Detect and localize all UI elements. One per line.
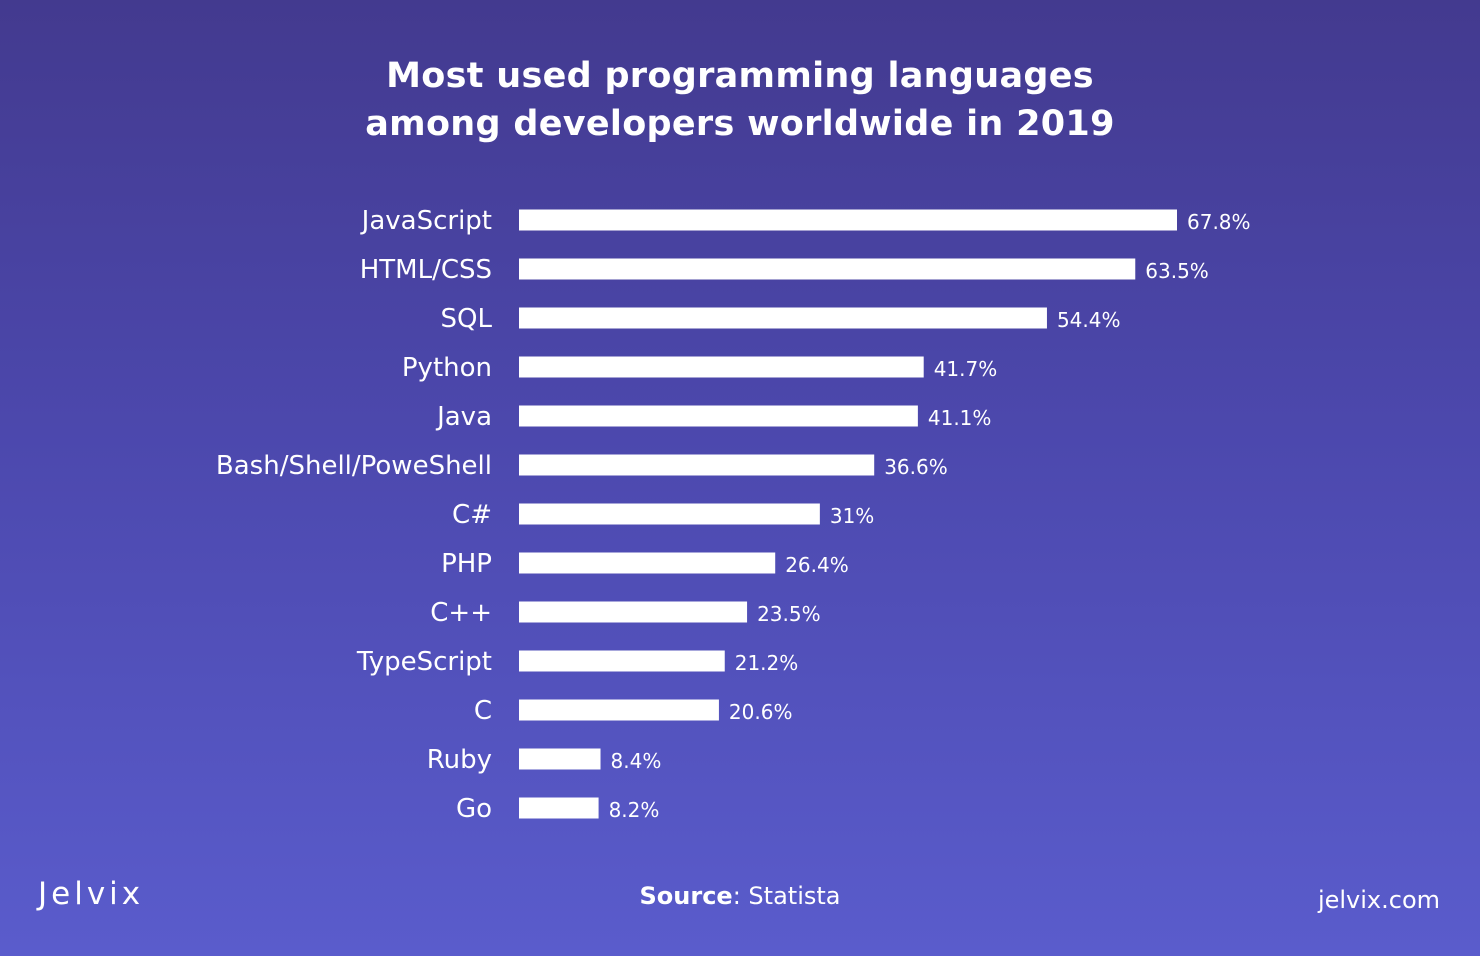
value-label: 20.6% [729, 700, 793, 724]
bar [519, 748, 601, 770]
bar-chart: JavaScript 67.8% HTML/CSS 63.5% SQL 54.4% Pyth… [0, 0, 1480, 860]
bar [519, 503, 820, 525]
category-label: HTML/CSS [360, 255, 492, 285]
category-label: C [474, 696, 492, 726]
source-value: Statista [740, 882, 841, 910]
bar [519, 699, 719, 721]
category-label: TypeScript [356, 647, 492, 677]
bar [519, 601, 748, 623]
value-label: 41.7% [934, 357, 998, 381]
bar [519, 356, 924, 378]
value-label: 67.8% [1187, 210, 1251, 234]
category-label: PHP [441, 549, 492, 579]
website-url: jelvix.com [1317, 886, 1440, 914]
chart-title-line-2: among developers worldwide in 2019 [365, 104, 1115, 144]
bar [519, 209, 1177, 231]
value-label: 8.4% [611, 749, 662, 773]
value-label: 41.1% [928, 406, 992, 430]
bar [519, 797, 599, 819]
category-label: JavaScript [360, 206, 492, 236]
source-separator: : [732, 882, 741, 910]
source-note: Source: Statista [0, 882, 1480, 910]
value-label: 23.5% [757, 602, 821, 626]
value-label: 36.6% [884, 455, 948, 479]
category-label: C++ [430, 598, 492, 628]
category-label: SQL [441, 304, 493, 334]
bar [519, 650, 725, 672]
category-label: Bash/Shell/PoweShell [216, 451, 492, 481]
chart-title-line-1: Most used programming languages [386, 56, 1094, 96]
jelvix-logo: Jelvix [38, 876, 145, 912]
category-label: Go [456, 794, 492, 824]
bar [519, 258, 1136, 280]
value-label: 21.2% [735, 651, 799, 675]
value-label: 8.2% [609, 798, 660, 822]
bar [519, 405, 918, 427]
category-label: C# [452, 500, 492, 530]
category-label: Python [402, 353, 492, 383]
value-label: 54.4% [1057, 308, 1121, 332]
category-label: Ruby [427, 745, 492, 775]
value-label: 63.5% [1145, 259, 1209, 283]
source-label: Source [639, 882, 733, 910]
category-label: Java [435, 402, 492, 432]
bar [519, 307, 1047, 329]
chart-title: Most used programming languages among de… [0, 52, 1480, 148]
bar [519, 454, 875, 476]
value-label: 26.4% [785, 553, 849, 577]
value-label: 31% [830, 504, 874, 528]
bar [519, 552, 776, 574]
